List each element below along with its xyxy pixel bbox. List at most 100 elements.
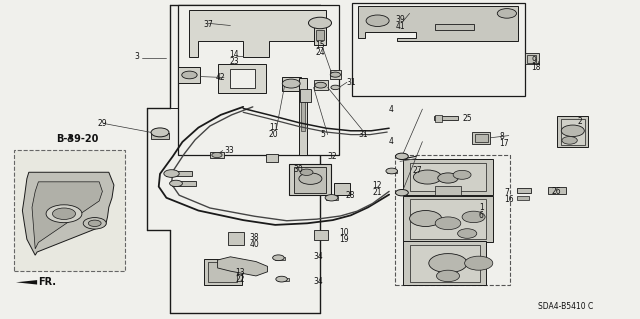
Text: 19: 19	[339, 235, 349, 244]
Bar	[352, 3, 525, 96]
Circle shape	[315, 82, 326, 88]
Circle shape	[182, 71, 197, 79]
Text: 7: 7	[504, 188, 509, 197]
Circle shape	[46, 205, 82, 223]
Bar	[403, 241, 486, 285]
Circle shape	[453, 170, 471, 179]
Bar	[316, 30, 324, 40]
Text: 38: 38	[250, 233, 259, 242]
Circle shape	[435, 217, 461, 230]
Circle shape	[462, 211, 485, 223]
Bar	[314, 80, 328, 90]
Circle shape	[458, 229, 477, 238]
Circle shape	[429, 254, 467, 273]
Polygon shape	[358, 6, 518, 41]
Text: 34: 34	[314, 277, 323, 286]
Bar	[434, 116, 458, 120]
Text: 12: 12	[372, 181, 382, 190]
Circle shape	[396, 189, 408, 196]
Bar	[228, 232, 244, 245]
Circle shape	[52, 208, 76, 219]
Bar	[314, 230, 328, 240]
Bar	[208, 262, 237, 282]
Bar	[326, 196, 338, 200]
Circle shape	[170, 180, 182, 187]
Bar	[557, 116, 588, 147]
Polygon shape	[16, 280, 37, 285]
Text: 31: 31	[347, 78, 356, 87]
Bar	[151, 133, 169, 139]
Text: 37: 37	[204, 20, 213, 29]
Text: 39: 39	[396, 15, 405, 24]
Circle shape	[396, 153, 408, 160]
Bar	[178, 67, 200, 83]
Bar	[172, 181, 196, 186]
Text: 23: 23	[229, 57, 239, 66]
Circle shape	[300, 169, 313, 175]
Text: 4: 4	[389, 105, 394, 114]
Polygon shape	[22, 172, 114, 255]
Text: 15: 15	[316, 41, 325, 50]
Bar	[410, 163, 486, 191]
Text: B-39-20: B-39-20	[56, 134, 99, 144]
Text: 21: 21	[372, 188, 382, 197]
Text: 5: 5	[320, 130, 325, 139]
Text: 8: 8	[499, 132, 504, 141]
Bar	[387, 170, 397, 173]
Bar	[275, 257, 285, 260]
Circle shape	[299, 173, 322, 184]
Text: 14: 14	[229, 50, 239, 59]
Text: 9: 9	[531, 56, 536, 65]
Circle shape	[330, 72, 340, 77]
Bar	[475, 134, 488, 142]
Bar	[289, 164, 331, 195]
Circle shape	[465, 256, 493, 270]
Text: 17: 17	[499, 139, 509, 148]
Circle shape	[386, 168, 397, 174]
Text: 29: 29	[97, 119, 107, 128]
Text: 22: 22	[236, 275, 245, 284]
Circle shape	[273, 255, 284, 261]
Text: 6: 6	[479, 211, 484, 219]
Text: 26: 26	[552, 187, 561, 196]
Bar	[210, 152, 224, 158]
Circle shape	[561, 125, 584, 137]
Bar	[472, 132, 490, 144]
Text: 10: 10	[339, 228, 349, 237]
Bar	[410, 199, 486, 239]
Bar	[178, 5, 339, 155]
Circle shape	[212, 152, 222, 158]
Bar	[14, 150, 125, 271]
Circle shape	[282, 79, 300, 88]
Circle shape	[438, 173, 458, 183]
Bar	[525, 53, 539, 64]
Bar	[517, 196, 529, 200]
Bar	[561, 119, 585, 145]
Text: 31: 31	[358, 130, 368, 139]
Text: SDA4-B5410 C: SDA4-B5410 C	[538, 302, 593, 311]
Bar	[403, 196, 493, 242]
Circle shape	[164, 170, 179, 177]
Bar	[301, 99, 305, 131]
Bar	[278, 278, 289, 281]
Text: 4: 4	[389, 137, 394, 146]
Text: 13: 13	[236, 268, 245, 277]
Circle shape	[331, 85, 340, 90]
Bar	[266, 154, 278, 162]
Bar	[230, 69, 255, 88]
Bar	[282, 77, 301, 91]
Polygon shape	[189, 10, 326, 57]
Bar	[403, 160, 493, 195]
Text: 42: 42	[216, 73, 225, 82]
Bar	[204, 259, 242, 285]
Bar	[166, 171, 192, 176]
Circle shape	[276, 276, 287, 282]
Bar	[330, 70, 341, 79]
Circle shape	[562, 137, 577, 144]
Circle shape	[325, 195, 338, 201]
Text: 20: 20	[269, 130, 278, 139]
Circle shape	[366, 15, 389, 26]
Circle shape	[88, 220, 101, 226]
Bar	[300, 89, 311, 102]
Polygon shape	[32, 182, 102, 249]
